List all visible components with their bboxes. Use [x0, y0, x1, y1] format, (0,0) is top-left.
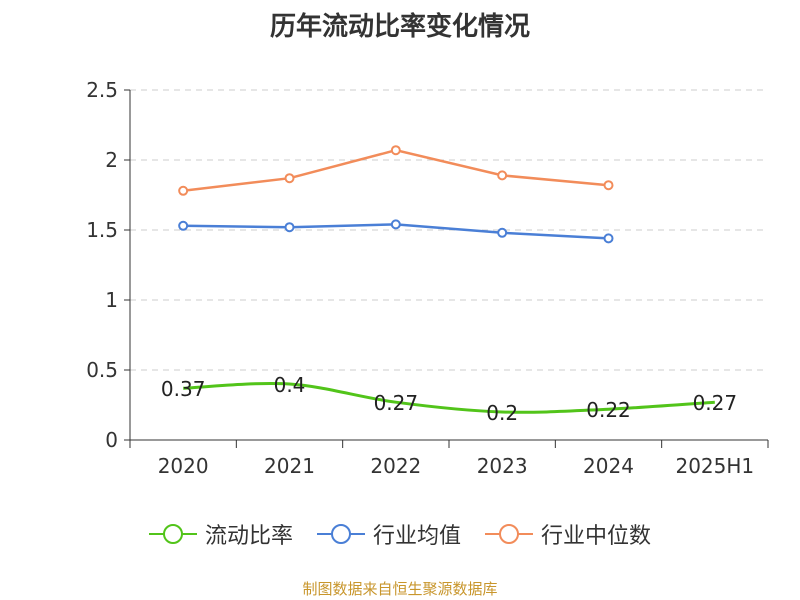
legend-item[interactable]: 行业均值: [316, 518, 461, 550]
x-tick-label: 2024: [583, 454, 634, 478]
x-tick-label: 2021: [264, 454, 315, 478]
legend-marker-icon: [485, 522, 533, 546]
x-tick-label: 2023: [477, 454, 528, 478]
data-label: 0.4: [274, 373, 306, 397]
legend-item[interactable]: 流动比率: [148, 518, 293, 550]
data-label: 0.27: [693, 391, 738, 415]
y-tick-label: 2.5: [86, 78, 118, 102]
legend-label: 行业均值: [372, 524, 461, 549]
series-point-1: [603, 233, 614, 244]
y-tick-label: 1.5: [86, 218, 118, 242]
y-tick-label: 0: [105, 428, 118, 452]
data-label: 0.27: [374, 391, 419, 415]
data-label: 0.2: [486, 401, 518, 425]
x-tick-label: 2020: [158, 454, 209, 478]
series-point-1: [178, 220, 189, 231]
legend-label: 流动比率: [204, 524, 293, 549]
source-footer: 制图数据来自恒生聚源数据库: [302, 580, 498, 598]
legend-marker-icon: [316, 522, 365, 546]
series-point-1: [497, 227, 508, 238]
series-point-2: [390, 145, 401, 156]
y-tick-label: 2: [105, 148, 118, 172]
chart-title: 历年流动比率变化情况: [269, 12, 530, 42]
series-point-1: [284, 222, 295, 233]
series-line-2: [183, 148, 609, 193]
series-point-2: [603, 180, 614, 191]
data-label: 0.37: [161, 377, 206, 401]
chart-legend: 流动比率 行业均值 行业中位数: [0, 518, 800, 550]
series-line-0: [183, 381, 715, 414]
series-point-2: [497, 170, 508, 181]
series-point-2: [178, 185, 189, 196]
legend-item[interactable]: 行业中位数: [485, 518, 651, 550]
legend-marker-icon: [148, 522, 197, 546]
series-point-1: [390, 219, 401, 230]
series-point-2: [284, 173, 295, 184]
y-tick-label: 0.5: [86, 358, 118, 382]
legend-label: 行业中位数: [541, 524, 652, 549]
data-label: 0.22: [586, 398, 631, 422]
y-tick-label: 1: [105, 288, 118, 312]
x-tick-label: 2022: [370, 454, 421, 478]
x-tick-label: 2025H1: [675, 454, 754, 478]
